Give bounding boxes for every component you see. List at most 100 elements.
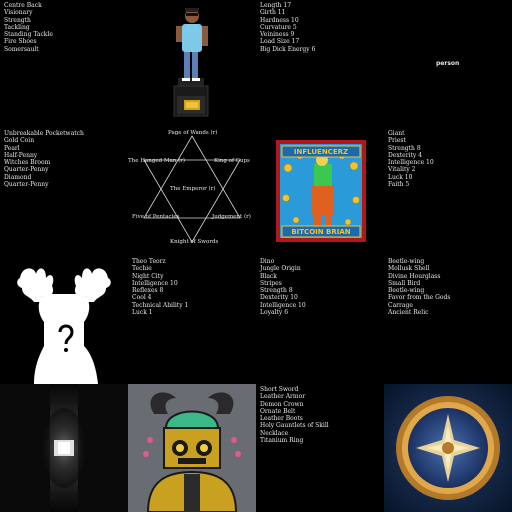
cell-glow-portal[interactable] <box>0 384 128 512</box>
robot-character-image <box>128 384 256 512</box>
trait-item: Intelligence 10 <box>132 279 178 287</box>
cell-traits-size[interactable]: Length 17 Girth 11 Hardness 10 Curvature… <box>256 0 384 128</box>
trait-item: Ancient Relic <box>388 309 429 317</box>
cell-cyberpunk-traits[interactable]: Theo Teorz Techie Night City Intelligenc… <box>128 256 256 384</box>
item-entry: Half-Penny <box>4 151 38 159</box>
trait-item: Black <box>260 272 277 280</box>
cell-tarot-spread[interactable]: Page of Wands (r) The Hanged Man (r) Kin… <box>128 128 256 256</box>
loot-item: Leather Armor <box>260 393 306 401</box>
tarot-card-right-upper: King of Cups <box>214 158 250 164</box>
trait-item: Jungle Origin <box>260 265 301 273</box>
cell-items-list[interactable]: Unbreakable Pocketwatch Gold Coin Pearl … <box>0 128 128 256</box>
trait-item: Dexterity 10 <box>260 294 298 302</box>
trait-list: Centre Back Visionary Strength Tackling … <box>4 2 53 53</box>
trait-item: Favor from the Gods <box>388 294 451 302</box>
cell-robot-character[interactable] <box>128 384 256 512</box>
tarot-card-bottom: Knight of Swords <box>170 239 219 245</box>
trait-item: Strength <box>4 16 31 24</box>
trait-item: Girth 11 <box>260 9 286 17</box>
cell-relic-traits[interactable]: Beetle-wing Mollusk Shell Divine Hourgla… <box>384 256 512 384</box>
stat-item: Luck 10 <box>388 173 413 181</box>
trait-item: Techie <box>132 265 152 273</box>
trait-item: Mollusk Shell <box>388 265 430 273</box>
trait-item: Cool 4 <box>132 294 152 302</box>
loot-item: Titanium Ring <box>260 437 304 445</box>
stat-item: Priest <box>388 137 406 145</box>
cell-class-stats[interactable]: Giant Priest Strength 8 Dexterity 4 Inte… <box>384 128 512 256</box>
item-entry: Witches Broom <box>4 159 51 167</box>
trait-item: Night City <box>132 272 164 280</box>
stat-item: Faith 5 <box>388 181 410 189</box>
influencer-card-title: INFLUENCERZ <box>293 148 349 156</box>
trait-item: Hardness 10 <box>260 16 299 24</box>
cell-influencer-card[interactable]: INFLUENCERZ BITCOIN BRIAN <box>256 128 384 256</box>
trait-item: Small Bird <box>388 279 421 287</box>
trait-list: Theo Teorz Techie Night City Intelligenc… <box>132 258 188 316</box>
trait-item: Veininess 9 <box>260 31 295 39</box>
item-entry: Quarter-Penny <box>4 181 49 189</box>
influencer-card-name: BITCOIN BRIAN <box>291 228 351 236</box>
trait-item: Dino <box>260 258 275 265</box>
trait-item: Intelligence 10 <box>260 301 306 309</box>
loot-item: Leather Boots <box>260 415 303 423</box>
hexagram-lines <box>143 135 241 243</box>
trait-item: Tackling <box>4 23 30 31</box>
tarot-card-left-lower: Five of Pentacles <box>132 214 180 220</box>
loot-item: Short Sword <box>260 386 299 393</box>
trait-item: Standing Tackle <box>4 31 53 39</box>
item-entry: Gold Coin <box>4 137 35 145</box>
trait-item: Curvature 5 <box>260 23 297 31</box>
stat-item: Dexterity 4 <box>388 151 423 159</box>
stat-list: Giant Priest Strength 8 Dexterity 4 Inte… <box>388 130 434 188</box>
compass-medallion-image <box>384 384 512 512</box>
item-entry: Pearl <box>4 144 20 152</box>
cell-trophy-figure[interactable] <box>128 0 256 128</box>
trait-item: Stripes <box>260 279 282 287</box>
trophy-figure-image <box>173 8 209 117</box>
influencer-card-image <box>276 140 366 242</box>
stat-item: Giant <box>388 130 405 137</box>
trait-item: Loyalty 6 <box>260 309 289 317</box>
trait-item: Big Dick Energy 6 <box>260 45 316 53</box>
trait-item: Beetle-wing <box>388 258 425 265</box>
loot-item: Holy Gauntlets of Skill <box>260 422 329 430</box>
item-list: Unbreakable Pocketwatch Gold Coin Pearl … <box>4 130 84 188</box>
stat-item: Strength 8 <box>388 144 421 152</box>
item-entry: Unbreakable Pocketwatch <box>4 130 84 137</box>
trait-item: Strength 8 <box>260 287 293 295</box>
tarot-card-left-upper: The Hanged Man (r) <box>128 158 185 164</box>
trait-item: Visionary <box>4 9 33 17</box>
trait-item: Somersault <box>4 45 39 53</box>
loot-item: Necklace <box>260 429 289 437</box>
person-label: person <box>436 60 460 67</box>
trait-item: Length 17 <box>260 2 292 9</box>
trait-item: Fire Shoes <box>4 38 37 46</box>
stat-item: Vitality 2 <box>388 166 416 174</box>
trait-item: Theo Teorz <box>132 258 166 265</box>
item-entry: Diamond <box>4 173 32 181</box>
tarot-card-top: Page of Wands (r) <box>168 130 218 136</box>
trait-list: Beetle-wing Mollusk Shell Divine Hourgla… <box>388 258 450 316</box>
tarot-card-right-lower: Judgement (r) <box>212 214 251 220</box>
loot-item: Demon Crown <box>260 400 304 408</box>
trait-item: Reflexes 8 <box>132 287 164 295</box>
stat-item: Intelligence 10 <box>388 159 434 167</box>
item-entry: Quarter-Penny <box>4 166 49 174</box>
trait-item: Luck 1 <box>132 309 153 317</box>
glow-portal-image <box>0 384 128 512</box>
cell-moose-mystery[interactable] <box>0 256 128 384</box>
cell-compass-medallion[interactable] <box>384 384 512 512</box>
cell-traits-football[interactable]: Centre Back Visionary Strength Tackling … <box>0 0 128 128</box>
loot-list: Short Sword Leather Armor Demon Crown Or… <box>260 386 329 444</box>
cell-dino-traits[interactable]: Dino Jungle Origin Black Stripes Strengt… <box>256 256 384 384</box>
cell-person[interactable]: person <box>384 0 512 128</box>
trait-item: Carrage <box>388 301 413 309</box>
moose-silhouette-image <box>17 268 111 384</box>
trait-item: Load Size 17 <box>260 38 300 46</box>
trait-list: Length 17 Girth 11 Hardness 10 Curvature… <box>260 2 315 53</box>
cell-loot-list[interactable]: Short Sword Leather Armor Demon Crown Or… <box>256 384 384 512</box>
trait-list: Dino Jungle Origin Black Stripes Strengt… <box>260 258 306 316</box>
tarot-card-center: The Emperor (r) <box>170 186 216 192</box>
loot-item: Ornate Belt <box>260 407 296 415</box>
trait-item: Beetle-wing <box>388 287 425 295</box>
